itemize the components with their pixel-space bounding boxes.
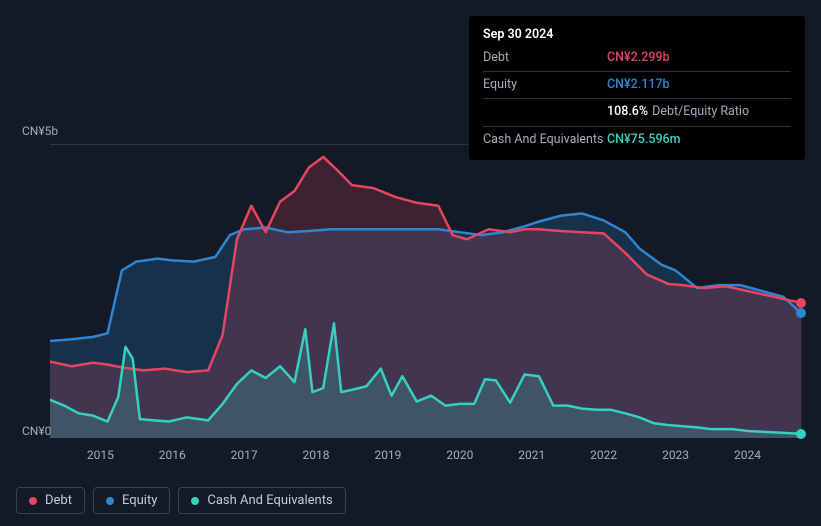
tooltip-row: DebtCN¥2.299b [483, 48, 791, 68]
series-end-dot-cash [796, 429, 806, 439]
tooltip-row-label: Cash And Equivalents [483, 131, 607, 149]
legend-label: Cash And Equivalents [207, 493, 332, 508]
y-axis-label: CN¥5b [22, 124, 58, 138]
tooltip-panel: Sep 30 2024 DebtCN¥2.299bEquityCN¥2.117b… [469, 16, 805, 160]
tooltip-row-value: CN¥2.299b [607, 49, 670, 67]
tooltip-row-value: 108.6%Debt/Equity Ratio [607, 103, 749, 121]
x-axis-tick: 2019 [374, 448, 401, 462]
tooltip-row-value: CN¥75.596m [607, 131, 681, 149]
x-axis-tick: 2023 [662, 448, 689, 462]
series-end-dot-debt [796, 298, 806, 308]
area-chart [50, 144, 805, 438]
legend-item-equity[interactable]: Equity [93, 487, 170, 514]
series-end-dot-equity [796, 308, 806, 318]
y-axis-label: CN¥0 [22, 424, 51, 438]
x-axis-tick: 2020 [446, 448, 473, 462]
x-axis-tick: 2021 [518, 448, 545, 462]
tooltip-date: Sep 30 2024 [483, 26, 791, 44]
legend-item-debt[interactable]: Debt [16, 487, 85, 514]
tooltip-row-label [483, 103, 607, 121]
x-axis: 2015 2016 2017 2018 2019 2020 2021 2022 2023 2024 [50, 448, 805, 468]
x-axis-tick: 2015 [87, 448, 114, 462]
legend-dot [106, 497, 114, 505]
x-axis-tick: 2017 [231, 448, 258, 462]
tooltip-row: Cash And EquivalentsCN¥75.596m [483, 130, 791, 150]
legend-dot [29, 497, 37, 505]
legend-dot [191, 497, 199, 505]
tooltip-row-label: Equity [483, 76, 607, 94]
tooltip-row-value: CN¥2.117b [607, 76, 670, 94]
legend: Debt Equity Cash And Equivalents [16, 487, 346, 514]
tooltip-row: EquityCN¥2.117b [483, 75, 791, 95]
x-axis-tick: 2016 [159, 448, 186, 462]
legend-item-cash-and-equivalents[interactable]: Cash And Equivalents [178, 487, 345, 514]
tooltip-row-label: Debt [483, 49, 607, 67]
legend-label: Equity [122, 493, 157, 508]
legend-label: Debt [45, 493, 72, 508]
x-axis-tick: 2018 [303, 448, 330, 462]
x-axis-tick: 2024 [734, 448, 761, 462]
x-axis-tick: 2022 [590, 448, 617, 462]
tooltip-row: 108.6%Debt/Equity Ratio [483, 102, 791, 122]
